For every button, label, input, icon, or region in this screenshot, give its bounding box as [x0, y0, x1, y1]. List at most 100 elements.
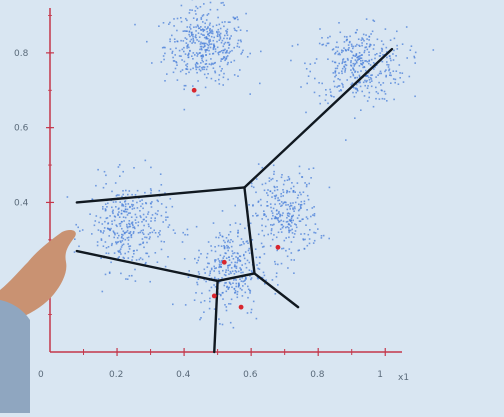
data-point: [348, 47, 350, 49]
data-point: [174, 60, 176, 62]
data-point: [302, 238, 304, 240]
data-point: [282, 212, 284, 214]
data-point: [121, 236, 123, 238]
data-point: [213, 67, 215, 69]
data-point: [187, 229, 189, 231]
data-point: [171, 52, 173, 54]
data-point: [283, 221, 285, 223]
data-point: [390, 72, 392, 74]
data-point: [361, 91, 363, 93]
data-point: [106, 206, 108, 208]
data-point: [368, 54, 370, 56]
data-point: [204, 74, 206, 76]
data-point: [230, 61, 232, 63]
data-point: [264, 190, 266, 192]
data-point: [236, 262, 238, 264]
data-point: [237, 43, 239, 45]
data-point: [308, 183, 310, 185]
data-point: [115, 206, 117, 208]
data-point: [339, 54, 341, 56]
data-point: [198, 278, 200, 280]
data-point: [225, 271, 227, 273]
data-point: [226, 291, 228, 293]
data-point: [342, 86, 344, 88]
data-point: [281, 248, 283, 250]
data-point: [106, 247, 108, 249]
data-point: [128, 257, 130, 259]
data-point: [110, 262, 112, 264]
data-point: [196, 69, 198, 71]
data-point: [150, 188, 152, 190]
data-point: [234, 292, 236, 294]
data-point: [262, 230, 264, 232]
data-point: [361, 42, 363, 44]
data-point: [260, 51, 262, 53]
data-point: [241, 289, 243, 291]
data-point: [111, 221, 113, 223]
data-point: [219, 24, 221, 26]
data-point: [200, 70, 202, 72]
data-point: [335, 75, 337, 77]
data-point: [243, 243, 245, 245]
data-point: [319, 28, 321, 30]
data-point: [214, 277, 216, 279]
data-point: [67, 196, 69, 198]
data-point: [151, 62, 153, 64]
data-point: [270, 245, 272, 247]
data-point: [298, 210, 300, 212]
data-point: [208, 40, 210, 42]
data-point: [354, 55, 356, 57]
data-point: [344, 36, 346, 38]
data-point: [148, 234, 150, 236]
data-point: [249, 262, 251, 264]
data-point: [196, 95, 198, 97]
data-point: [335, 72, 337, 74]
data-point: [237, 230, 239, 232]
data-point: [305, 112, 307, 114]
data-point: [370, 77, 372, 79]
data-point: [161, 184, 163, 186]
data-point: [359, 82, 361, 84]
data-point: [134, 24, 136, 26]
data-point: [246, 241, 248, 243]
data-point: [208, 241, 210, 243]
data-point: [108, 235, 110, 237]
data-point: [100, 217, 102, 219]
data-point: [237, 252, 239, 254]
data-point: [373, 48, 375, 50]
data-point: [123, 258, 125, 260]
data-point: [335, 68, 337, 70]
data-point: [319, 43, 321, 45]
data-point: [399, 77, 401, 79]
data-point: [197, 55, 199, 57]
data-point: [236, 266, 238, 268]
data-point: [146, 237, 148, 239]
data-point: [224, 60, 226, 62]
data-point: [406, 57, 408, 59]
data-point: [201, 58, 203, 60]
data-point: [203, 69, 205, 71]
data-point: [286, 217, 288, 219]
data-point: [197, 8, 199, 10]
data-point: [107, 228, 109, 230]
data-point: [132, 256, 134, 258]
data-point: [186, 47, 188, 49]
data-point: [238, 286, 240, 288]
data-point: [312, 214, 314, 216]
data-point: [203, 66, 205, 68]
data-point: [357, 71, 359, 73]
data-point: [247, 312, 249, 314]
data-point: [338, 22, 340, 24]
data-point: [253, 301, 255, 303]
data-point: [183, 89, 185, 91]
data-point: [207, 26, 209, 28]
data-point: [381, 40, 383, 42]
data-point: [188, 276, 190, 278]
data-point: [121, 196, 123, 198]
data-point: [130, 231, 132, 233]
data-point: [275, 293, 277, 295]
data-point: [287, 209, 289, 211]
data-point: [366, 18, 368, 20]
data-point: [205, 87, 207, 89]
points-layer: [67, 0, 435, 328]
